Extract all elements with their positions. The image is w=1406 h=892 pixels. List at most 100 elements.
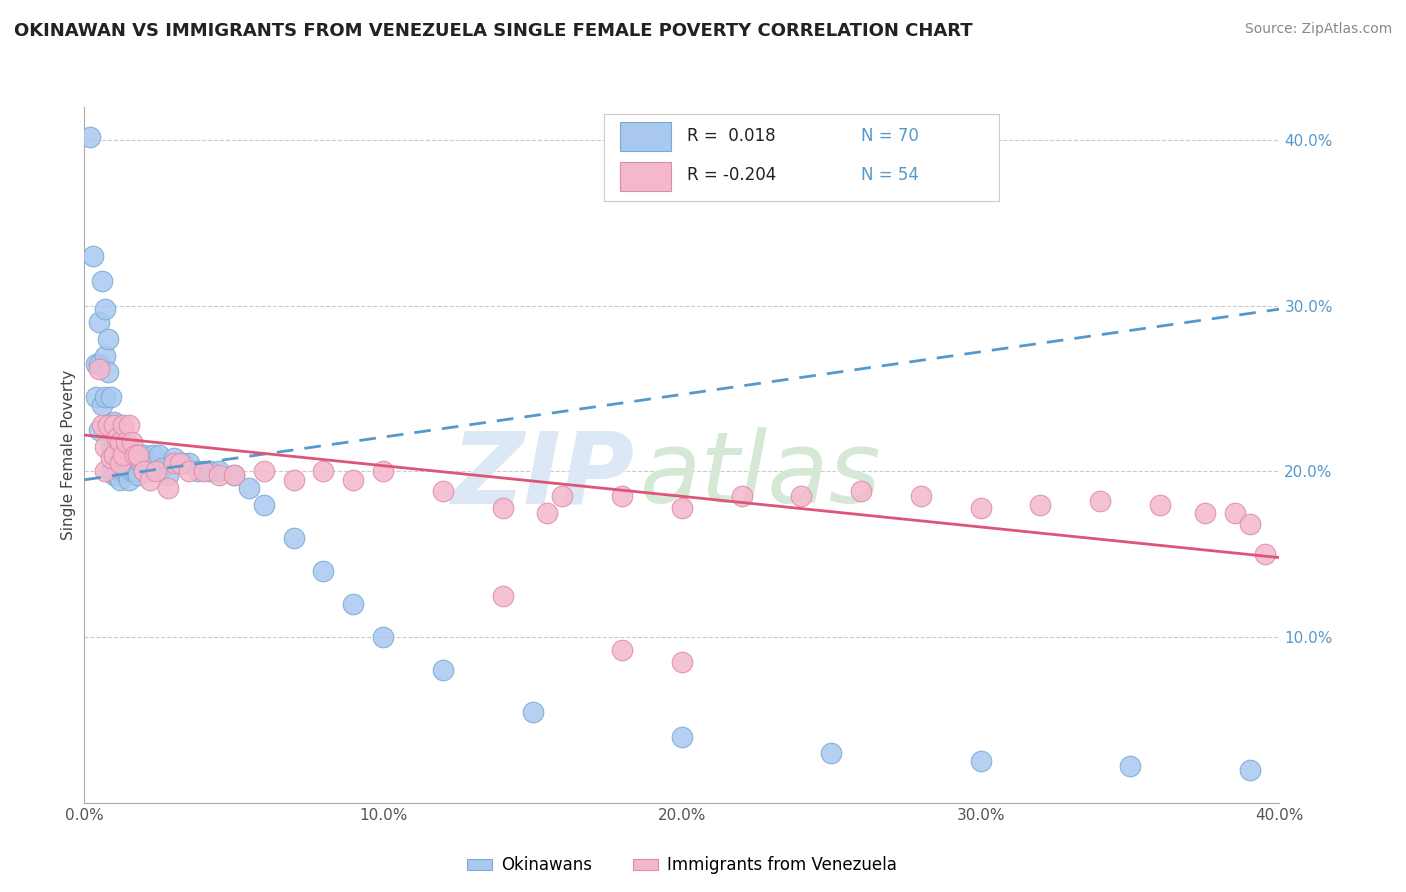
Point: [522, 705, 544, 719]
Point: [283, 473, 305, 487]
Point: [551, 489, 574, 503]
Point: [163, 456, 186, 470]
Point: [208, 465, 231, 479]
Point: [253, 465, 276, 479]
Point: [103, 415, 125, 429]
Point: [198, 465, 221, 479]
Point: [1239, 763, 1261, 777]
Text: atlas: atlas: [640, 427, 882, 524]
Point: [94, 465, 117, 479]
Point: [1253, 547, 1275, 561]
Point: [187, 465, 209, 479]
Point: [89, 423, 111, 437]
Point: [103, 448, 125, 462]
Point: [94, 440, 117, 454]
Point: [136, 456, 159, 470]
Point: [139, 465, 162, 479]
Point: [222, 467, 245, 482]
Point: [671, 730, 693, 744]
Point: [86, 357, 108, 371]
Point: [110, 456, 132, 470]
Point: [110, 473, 132, 487]
Point: [970, 500, 993, 515]
Point: [105, 434, 128, 449]
Point: [115, 440, 138, 454]
Point: [610, 489, 633, 503]
Point: [124, 448, 146, 462]
Point: [139, 473, 162, 487]
Point: [91, 398, 114, 412]
Point: [610, 643, 633, 657]
Point: [142, 448, 165, 462]
Point: [100, 423, 122, 437]
Point: [238, 481, 260, 495]
Point: [432, 663, 454, 677]
Point: [118, 456, 141, 470]
Point: [342, 473, 364, 487]
Point: [132, 448, 156, 462]
Point: [82, 249, 104, 263]
Point: [103, 448, 125, 462]
Point: [124, 465, 146, 479]
Point: [671, 500, 693, 515]
Point: [1149, 498, 1171, 512]
Point: [150, 461, 173, 475]
Point: [103, 418, 125, 433]
Point: [97, 418, 120, 433]
Point: [163, 451, 186, 466]
Point: [432, 484, 454, 499]
Point: [208, 467, 231, 482]
Point: [132, 465, 156, 479]
Point: [731, 489, 754, 503]
Point: [91, 418, 114, 433]
Point: [115, 434, 138, 449]
Text: ZIP: ZIP: [451, 427, 634, 524]
Point: [1029, 498, 1052, 512]
Point: [103, 467, 125, 482]
Point: [1223, 506, 1246, 520]
Point: [157, 481, 180, 495]
Point: [112, 448, 135, 462]
Point: [172, 456, 194, 470]
Point: [492, 500, 515, 515]
Point: [91, 274, 114, 288]
Point: [100, 451, 122, 466]
Point: [970, 755, 993, 769]
Point: [1119, 759, 1142, 773]
Point: [193, 465, 215, 479]
Point: [121, 465, 143, 479]
Point: [121, 448, 143, 462]
Text: OKINAWAN VS IMMIGRANTS FROM VENEZUELA SINGLE FEMALE POVERTY CORRELATION CHART: OKINAWAN VS IMMIGRANTS FROM VENEZUELA SI…: [14, 22, 973, 40]
Point: [94, 349, 117, 363]
Point: [110, 451, 132, 466]
Point: [89, 357, 111, 371]
Point: [177, 456, 200, 470]
Point: [118, 418, 141, 433]
Point: [671, 655, 693, 669]
Point: [112, 448, 135, 462]
Point: [94, 390, 117, 404]
Point: [127, 448, 149, 462]
Point: [371, 465, 394, 479]
Point: [110, 434, 132, 449]
Point: [145, 465, 167, 479]
Point: [97, 365, 120, 379]
Point: [89, 315, 111, 329]
Point: [100, 465, 122, 479]
Point: [118, 440, 141, 454]
Point: [105, 467, 128, 482]
Point: [127, 467, 149, 482]
Point: [129, 456, 152, 470]
Point: [94, 302, 117, 317]
Point: [169, 456, 191, 470]
Point: [86, 390, 108, 404]
Point: [132, 465, 156, 479]
Point: [1090, 494, 1112, 508]
Legend: Okinawans, Immigrants from Venezuela: Okinawans, Immigrants from Venezuela: [467, 856, 897, 874]
Point: [283, 531, 305, 545]
Point: [127, 451, 149, 466]
Point: [103, 434, 125, 449]
Point: [89, 361, 111, 376]
Point: [124, 448, 146, 462]
Point: [222, 467, 245, 482]
